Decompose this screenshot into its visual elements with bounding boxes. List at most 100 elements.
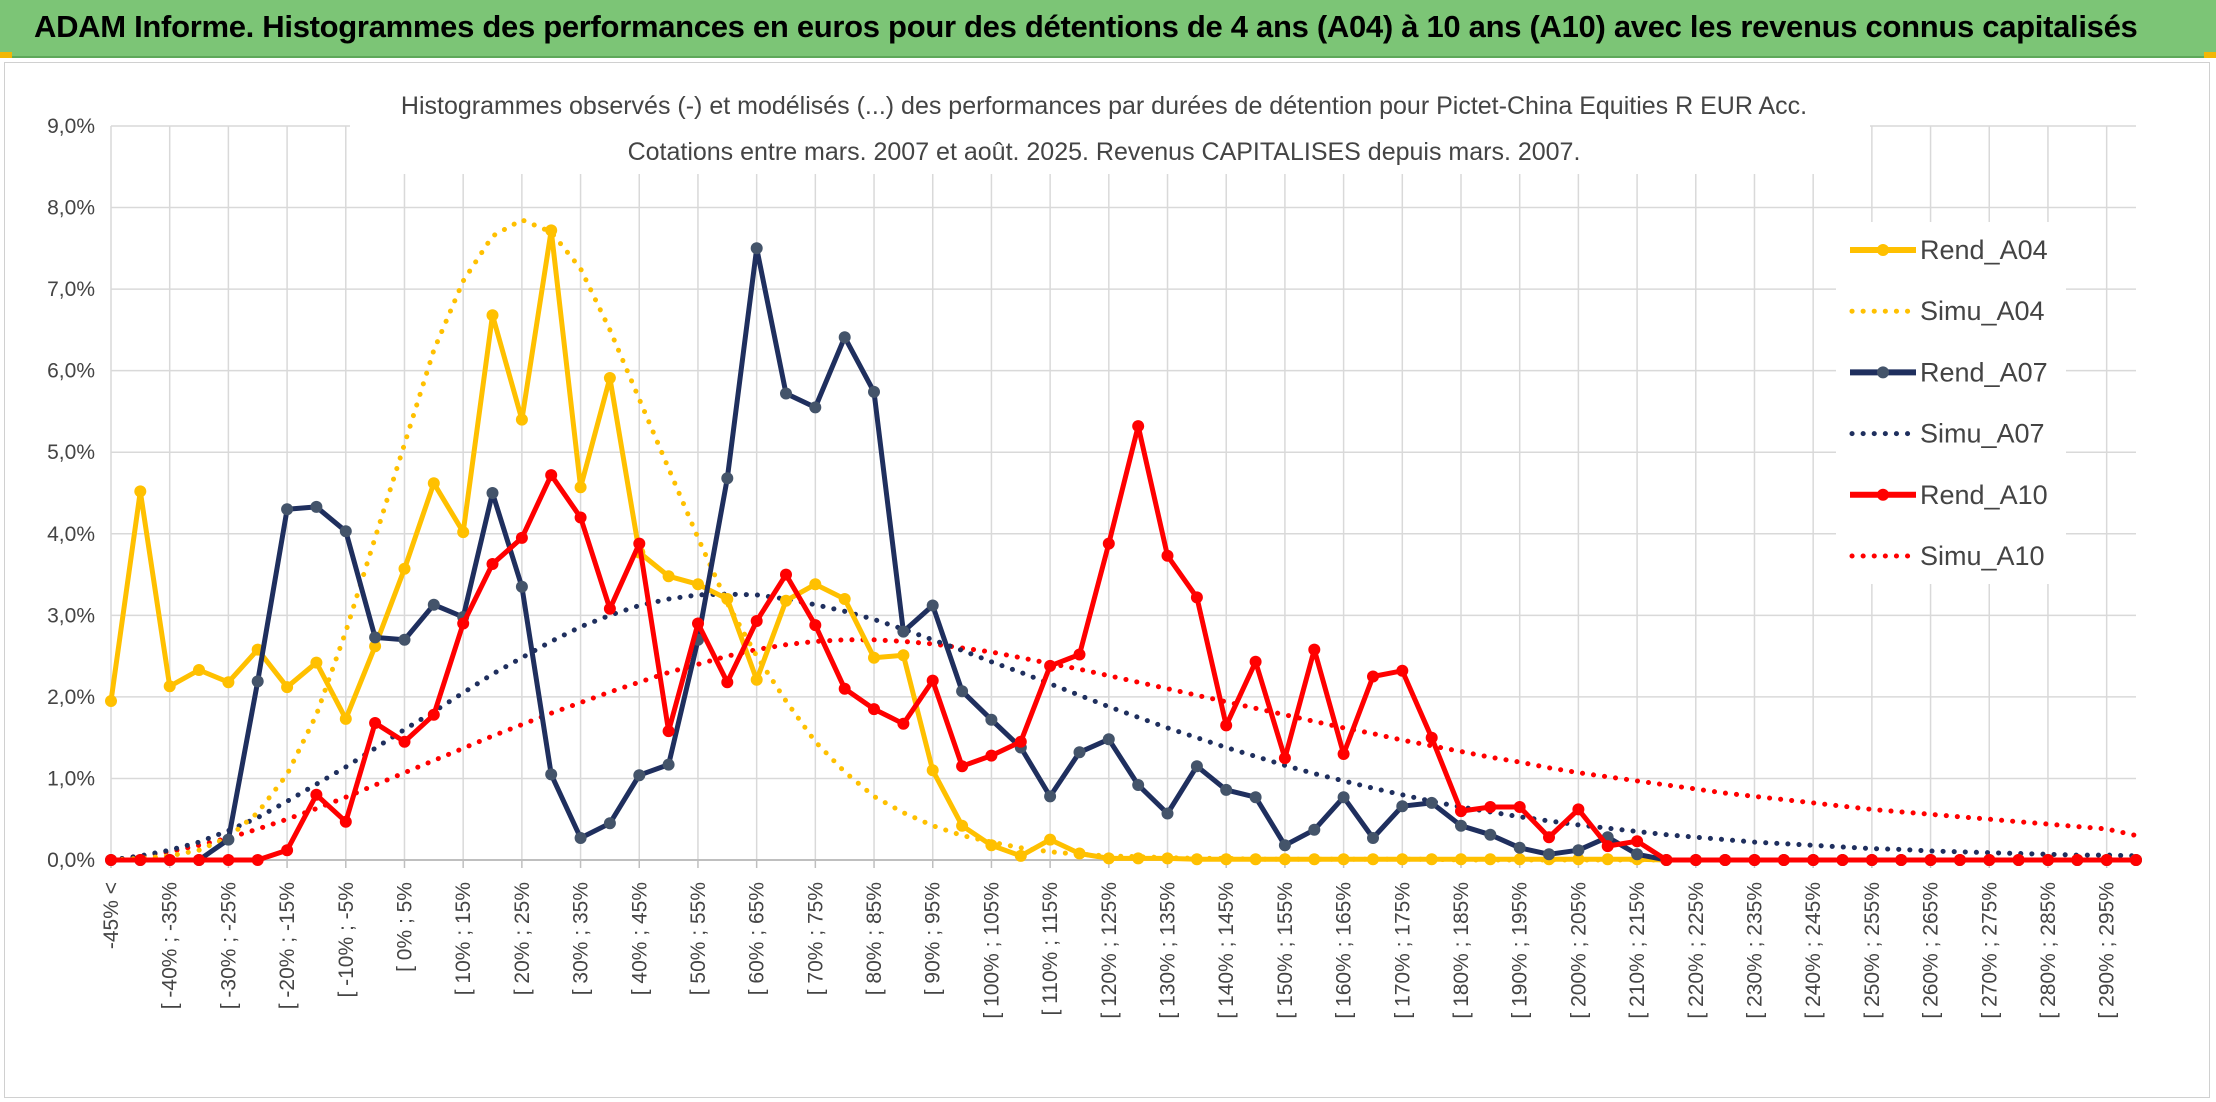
data-point-rend-a07 [926,599,939,612]
data-point-rend-a07 [809,401,822,414]
data-point-rend-a10 [1190,591,1203,604]
data-point-rend-a10 [2012,854,2025,866]
data-point-rend-a10 [1953,854,1966,866]
y-tick-label: 2,0% [47,686,95,709]
data-point-rend-a07 [222,833,235,846]
legend-label-rend-a07: Rend_A07 [1920,357,2048,387]
x-tick-label: [ 60% ; 65% [746,882,769,995]
y-tick-label: 1,0% [47,767,95,790]
data-point-rend-a10 [692,617,704,630]
data-point-rend-a10 [251,854,264,866]
data-point-rend-a10 [956,760,969,773]
data-point-rend-a10 [1601,840,1614,853]
data-point-rend-a07 [369,631,382,644]
data-point-rend-a10 [1132,420,1145,433]
y-tick-label: 5,0% [47,441,95,464]
data-point-rend-a10 [1455,805,1467,818]
data-point-rend-a04 [868,651,880,664]
data-point-rend-a07 [662,758,675,771]
series-line-simu-a07 [108,591,2139,863]
data-point-rend-a04 [1249,853,1262,866]
x-axis-ticks: -45% < [ -40% ; -35% [ -30% ; -25% [ -20% ;… [100,882,2119,1019]
data-point-rend-a10 [1777,854,1790,866]
data-point-rend-a07 [486,487,499,499]
x-tick-label: [ 250% ; 255% [1861,882,1884,1019]
data-point-rend-a07 [1572,844,1585,857]
data-point-rend-a04 [1132,852,1145,865]
data-point-rend-a07 [1220,783,1233,796]
data-point-rend-a10 [838,682,851,695]
data-point-rend-a10 [339,815,352,828]
y-tick-label: 8,0% [47,197,95,220]
data-point-rend-a10 [1337,748,1350,760]
data-point-rend-a04 [369,640,382,653]
x-tick-label: [ 130% ; 135% [1157,882,1180,1019]
x-tick-label: [ 140% ; 145% [1215,882,1238,1019]
data-point-rend-a04 [1102,852,1115,865]
x-tick-label: [ 70% ; 75% [804,882,827,995]
data-point-rend-a10 [603,602,616,615]
data-point-rend-a04 [1337,853,1350,866]
report-title: ADAM Informe. Histogrammes des performan… [34,9,2138,44]
x-tick-label: [ 260% ; 265% [1920,882,1943,1019]
data-point-rend-a04 [134,485,147,498]
data-point-rend-a10 [193,854,205,866]
y-tick-label: 9,0% [47,115,95,138]
data-point-rend-a07 [985,713,998,726]
data-point-rend-a10 [662,725,675,738]
data-point-rend-a10 [633,537,646,550]
data-point-rend-a10 [369,717,382,729]
x-tick-label: [ 270% ; 275% [1978,882,2001,1019]
data-point-rend-a04 [1455,853,1467,866]
data-point-rend-a07 [1425,796,1438,809]
data-point-rend-a04 [281,681,294,694]
chart-titles: Histogrammes observés (-) et modélisés (… [350,84,1870,174]
data-point-rend-a04 [809,578,822,591]
data-point-rend-a10 [2042,854,2054,866]
series-line-rend-a07 [108,245,2139,863]
data-point-rend-a10 [1924,854,1937,866]
data-point-rend-a07 [897,625,910,638]
data-point-rend-a04 [956,819,969,832]
data-point-rend-a04 [1367,853,1379,866]
chart-legend: Rend_A04 Simu_A04 Rend_A07 Simu_A07 Rend_A10… [1836,222,2066,584]
y-tick-label: 0,0% [47,849,95,872]
chart-subtitle: Cotations entre mars. 2007 et août. 2025… [628,138,1581,166]
x-tick-label: [ 150% ; 155% [1274,882,1297,1019]
x-tick-label: [ -40% ; -35% [159,882,182,1009]
data-point-rend-a10 [1513,801,1526,813]
y-tick-label: 3,0% [47,604,95,627]
legend-label-simu-a07: Simu_A07 [1920,419,2045,449]
data-point-rend-a10 [1308,643,1321,656]
data-point-rend-a10 [457,617,470,630]
series-line-simu-a10 [108,637,2139,863]
data-point-rend-a04 [398,562,411,575]
data-point-rend-a04 [897,649,910,662]
data-point-rend-a10 [1367,670,1379,683]
data-point-rend-a04 [1220,853,1233,866]
data-point-rend-a04 [1601,853,1614,866]
data-point-rend-a07 [603,817,616,830]
data-point-rend-a04 [721,593,734,605]
data-point-rend-a04 [427,477,440,490]
x-tick-label: [ 120% ; 125% [1098,882,1121,1019]
data-point-rend-a07 [868,385,880,398]
data-point-rend-a07 [1337,791,1350,804]
data-point-rend-a10 [1983,854,1996,866]
y-axis-ticks: 0,0% 1,0% 2,0% 3,0% 4,0% 5,0% 6,0% 7,0% 8,0% 9,0% [47,115,95,872]
legend-label-rend-a04: Rend_A04 [1920,235,2048,265]
legend-label-simu-a10: Simu_A10 [1920,541,2045,571]
data-point-rend-a10 [1161,549,1174,562]
x-tick-label: [ 0% ; 5% [393,882,416,972]
data-point-rend-a04 [310,656,323,669]
data-point-rend-a04 [193,664,205,676]
legend-box [1836,222,2066,584]
data-point-rend-a04 [985,839,998,852]
data-point-rend-a07 [1484,828,1497,841]
data-point-rend-a04 [1484,853,1497,866]
data-point-rend-a10 [1425,731,1438,744]
data-point-rend-a04 [339,712,352,725]
data-point-rend-a07 [1631,848,1644,861]
x-tick-label: [ 190% ; 195% [1509,882,1532,1019]
data-point-rend-a10 [163,854,176,866]
